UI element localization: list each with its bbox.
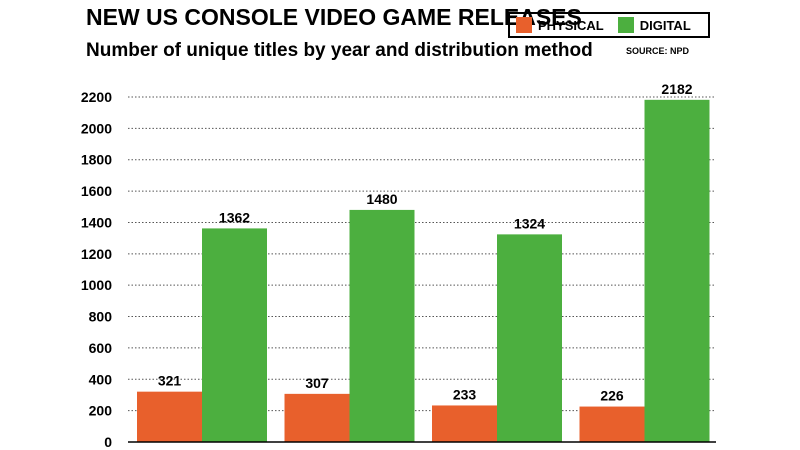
data-label-digital-3: 1324 (514, 215, 545, 231)
legend-swatch-physical (516, 17, 532, 33)
y-tick-label: 2000 (81, 120, 112, 136)
data-label-digital-4: 2182 (661, 81, 692, 97)
y-tick-label: 1600 (81, 183, 112, 199)
bar-digital-4 (644, 99, 710, 442)
bars (137, 99, 710, 442)
data-label-physical-4: 226 (600, 388, 624, 404)
bar-digital-1 (202, 228, 267, 442)
legend-swatch-digital (617, 17, 634, 33)
y-tick-label: 600 (89, 340, 113, 356)
data-label-physical-3: 233 (453, 386, 477, 402)
chart-subtitle: Number of unique titles by year and dist… (86, 40, 593, 61)
y-tick-label: 1200 (81, 246, 112, 262)
y-tick-label: 1000 (81, 277, 112, 293)
bar-physical-3 (432, 405, 497, 442)
y-tick-label: 800 (89, 309, 113, 325)
legend-label-digital: DIGITAL (639, 17, 691, 33)
y-tick-label: 1800 (81, 152, 112, 168)
bar-physical-4 (579, 406, 645, 442)
y-axis-ticks: 0 200 400 600 800 1000 1200 1400 1600 1800 2000 220… (81, 89, 112, 450)
data-label-digital-2: 1480 (366, 191, 397, 207)
y-tick-label: 2200 (81, 89, 112, 105)
legend-item-digital: DIGITAL (617, 17, 691, 33)
y-tick-label: 1400 (81, 214, 112, 230)
legend: PHYSICAL DIGITAL (508, 12, 710, 38)
y-tick-label: 0 (104, 434, 112, 450)
bar-physical-1 (137, 391, 202, 442)
data-labels: 321 1362 307 1480 233 1324 226 2182 (158, 81, 693, 404)
bar-physical-2 (284, 393, 350, 442)
data-label-digital-1: 1362 (219, 209, 250, 225)
data-label-physical-1: 321 (158, 373, 182, 389)
source-note: SOURCE: NPD (626, 46, 690, 56)
y-tick-label: 400 (89, 371, 113, 387)
legend-item-physical: PHYSICAL (516, 17, 604, 33)
legend-label-physical: PHYSICAL (538, 17, 604, 33)
chart-title: NEW US CONSOLE VIDEO GAME RELEASES (86, 4, 582, 30)
y-tick-label: 200 (89, 403, 113, 419)
bar-digital-2 (349, 209, 415, 442)
bar-digital-3 (497, 234, 562, 442)
data-label-physical-2: 307 (305, 375, 329, 391)
